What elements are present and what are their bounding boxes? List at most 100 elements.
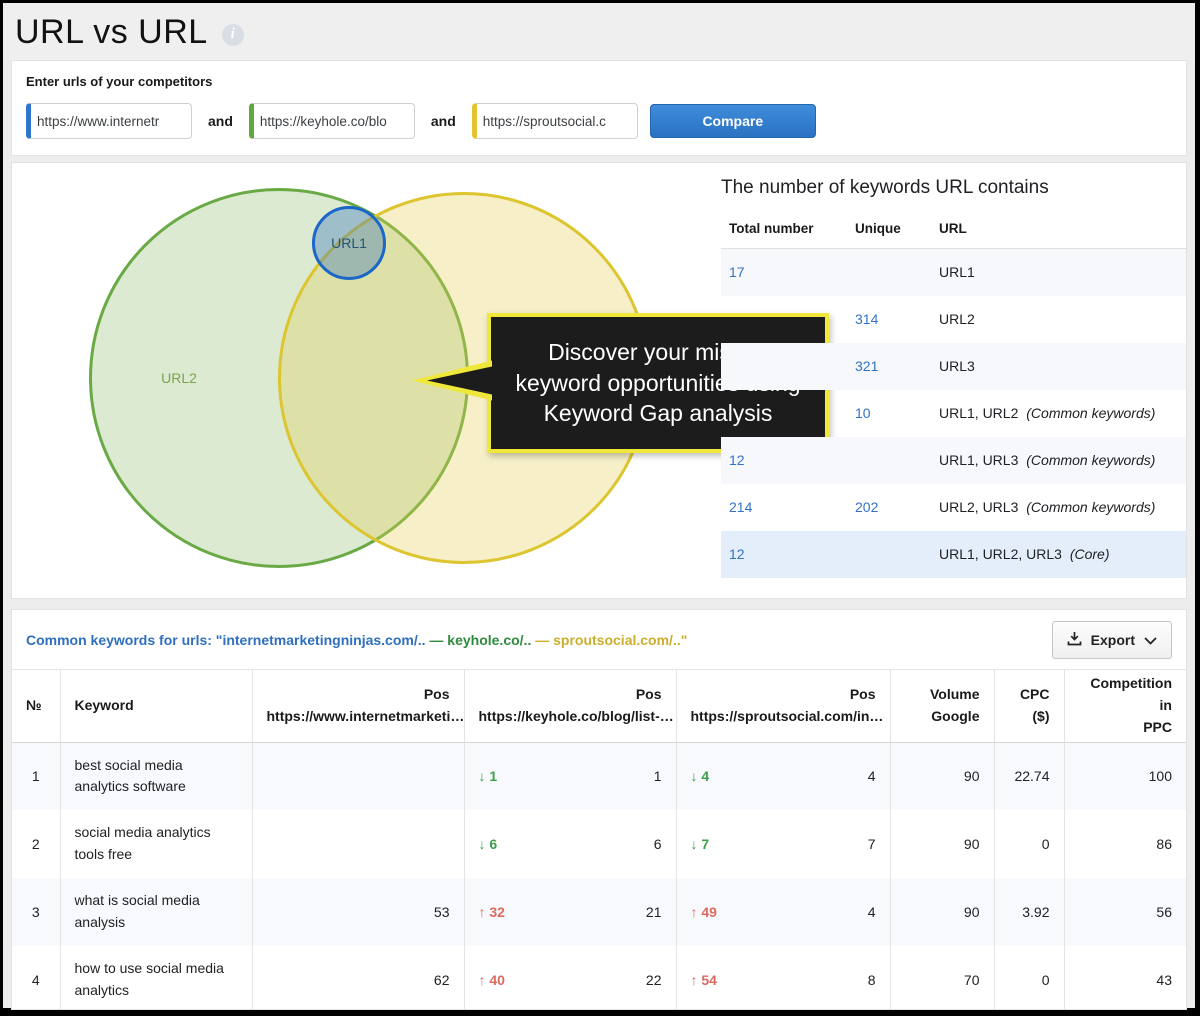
url3-text: sproutsocial.com/.." [553, 631, 688, 648]
common-keywords-card: Common keywords for urls: "internetmarke… [11, 609, 1187, 1010]
keyword-cell[interactable]: how to use social media analytics [60, 946, 253, 1009]
total-count-link[interactable]: 12 [721, 436, 847, 484]
export-label: Export [1090, 631, 1135, 648]
pos-delta: ↓ 4 [690, 768, 710, 785]
url1-text: internetmarketingninjas.com/.. [222, 631, 426, 648]
total-count-link[interactable] [721, 342, 847, 390]
unique-count-link[interactable]: 10 [855, 405, 871, 421]
total-count-link[interactable] [721, 390, 847, 437]
pos-value: 1 [653, 768, 662, 785]
pos-value: 6 [653, 836, 662, 852]
keyword-row: 2 social media analytics tools free ↓ 6 6… [12, 810, 1186, 878]
total-count-link[interactable]: 214 [729, 499, 753, 515]
pos-value: 8 [867, 972, 876, 988]
url1-input[interactable] [26, 103, 192, 139]
dash: — [425, 631, 448, 648]
col-cpc: CPC ($) [994, 670, 1065, 743]
url-set: URL1, URL2, URL3 [939, 546, 1062, 562]
url2-text: keyhole.co/.. [447, 631, 532, 648]
cpc-cell: 0 [994, 946, 1065, 1009]
venn-label-url1: URL1 [331, 235, 367, 251]
keyword-row: 1 best social media analytics software ↓… [12, 742, 1186, 810]
table-row: 12 URL1, URL3 (Common keywords) [721, 436, 1186, 484]
unique-count-link[interactable]: 314 [855, 311, 879, 327]
download-icon [1067, 631, 1082, 649]
pos-delta: ↓ 1 [478, 768, 498, 785]
competition-cell: 86 [1156, 836, 1172, 852]
export-button[interactable]: Export [1051, 620, 1172, 659]
url-set: URL2 [939, 311, 975, 327]
table-row: 314 URL2 [721, 296, 1186, 343]
keyword-row: 4 how to use social media analytics 62 ↑… [12, 946, 1186, 1009]
keyword-cell[interactable]: social media analytics tools free [60, 810, 253, 878]
venn-label-url2: URL2 [161, 370, 197, 386]
unique-count-link[interactable]: 321 [847, 342, 931, 390]
pos-delta: ↑ 54 [690, 972, 717, 988]
total-count-link[interactable]: 12 [721, 530, 847, 578]
total-count-link[interactable] [721, 296, 847, 343]
keyword-row: 3 what is social media analysis 53 ↑ 32 2… [12, 878, 1186, 946]
unique-count-link[interactable] [847, 248, 931, 296]
url-set-note: (Core) [1069, 546, 1110, 562]
pos-delta: ↑ 32 [478, 904, 505, 920]
volume-cell: 90 [890, 810, 995, 878]
venn-circle-url1[interactable] [312, 206, 386, 280]
table-row: 321 URL3 [721, 342, 1186, 390]
volume-cell: 90 [890, 878, 995, 946]
cpc-cell: 3.92 [994, 878, 1065, 946]
col-pos-url3: Pos https://sproutsocial.com/in… [676, 670, 891, 743]
page-header: URL vs URL i [3, 3, 1195, 60]
info-icon[interactable]: i [221, 23, 244, 46]
col-competition-ppc: Competition in PPC [1064, 670, 1186, 743]
col-keyword: Keyword [60, 670, 253, 743]
and-label: and [208, 113, 233, 129]
row-num: 2 [12, 810, 61, 878]
pos-delta: ↑ 40 [478, 972, 505, 988]
col-pos-url1: Pos https://www.internetmarketi… [252, 670, 465, 743]
pos-delta: ↑ 49 [690, 904, 717, 920]
volume-cell: 90 [890, 742, 995, 810]
volume-cell: 70 [890, 946, 995, 1009]
url-set-note: (Common keywords) [1026, 452, 1156, 468]
pos-value: 4 [867, 768, 876, 785]
url-set: URL2, URL3 [939, 499, 1019, 515]
pos-value: 4 [867, 904, 876, 920]
table-row-core: 12 URL1, URL2, URL3 (Core) [721, 530, 1186, 578]
col-unique: Unique [847, 215, 931, 249]
col-total-number: Total number [721, 215, 847, 249]
page-title: URL vs URL [15, 13, 208, 51]
url3-input[interactable] [471, 103, 638, 139]
pos-value: 62 [433, 972, 450, 988]
pos-value: 7 [867, 836, 876, 852]
pos-delta: ↓ 6 [478, 836, 498, 852]
url-set: URL1, URL2 [939, 405, 1019, 421]
keywords-table: № Keyword Pos https://www.internetmarket… [12, 670, 1186, 1009]
url-set: URL3 [939, 358, 975, 374]
total-count-link[interactable]: 17 [721, 248, 847, 296]
label-prefix: Common keywords for urls: " [26, 631, 223, 648]
col-num: № [12, 670, 61, 743]
row-num: 3 [12, 878, 61, 946]
unique-count-link[interactable] [847, 436, 931, 484]
common-keywords-bar: Common keywords for urls: "internetmarke… [12, 610, 1186, 670]
dash: — [531, 631, 554, 648]
keyword-counts-table: Total number Unique URL 17 URL1 314 URL2 [721, 215, 1186, 578]
table-row: 214 202 URL2, URL3 (Common keywords) [721, 484, 1186, 531]
col-pos-url2: Pos https://keyhole.co/blog/list-… [464, 670, 677, 743]
unique-count-link[interactable]: 202 [855, 499, 879, 515]
keyword-counts-title: The number of keywords URL contains [721, 177, 1049, 198]
keyword-cell[interactable]: best social media analytics software [60, 742, 253, 810]
compare-button[interactable]: Compare [649, 104, 816, 138]
url-set: URL1, URL3 [939, 452, 1019, 468]
url2-input[interactable] [248, 103, 415, 139]
row-num: 4 [12, 946, 61, 1009]
competition-cell: 100 [1064, 742, 1186, 810]
row-num: 1 [12, 742, 61, 810]
form-label: Enter urls of your competitors [26, 74, 213, 89]
url-set-note: (Common keywords) [1026, 405, 1156, 421]
unique-count-link[interactable] [847, 530, 931, 578]
pos-value: 22 [645, 972, 662, 988]
competition-cell: 43 [1156, 972, 1172, 988]
keyword-cell[interactable]: what is social media analysis [60, 878, 253, 946]
competition-cell: 56 [1064, 878, 1186, 946]
